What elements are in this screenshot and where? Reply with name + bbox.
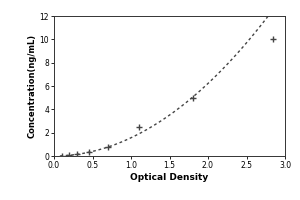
Y-axis label: Concentration(ng/mL): Concentration(ng/mL) — [28, 34, 37, 138]
X-axis label: Optical Density: Optical Density — [130, 173, 208, 182]
